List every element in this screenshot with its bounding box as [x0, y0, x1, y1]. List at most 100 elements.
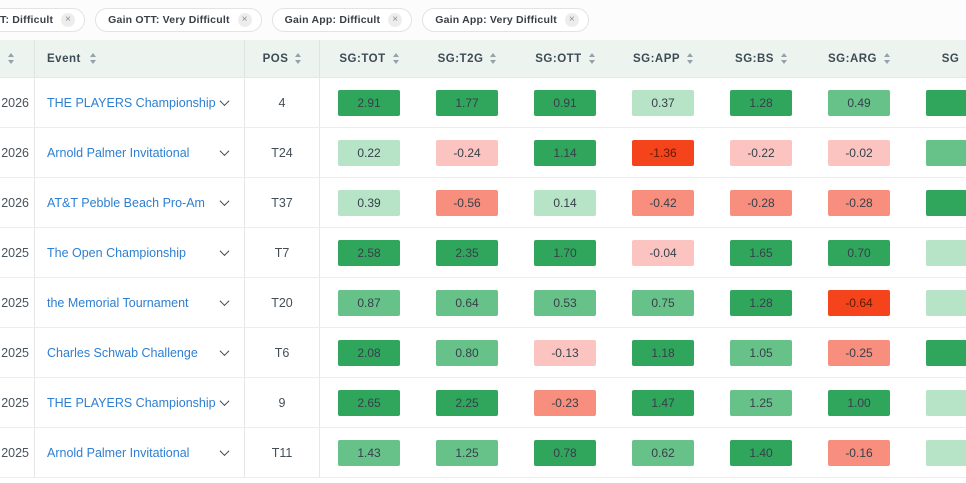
sg-cell: 1.18 [614, 328, 712, 377]
chevron-down-icon[interactable] [219, 146, 230, 157]
sg-badge: 0.80 [436, 339, 498, 366]
sg-badge: 2.91 [338, 89, 400, 116]
sg-cell: 2.08 [320, 328, 418, 377]
sort-icon[interactable] [8, 53, 14, 64]
event-cell: Arnold Palmer Invitational [35, 428, 245, 477]
event-link[interactable]: Arnold Palmer Invitational [47, 445, 190, 460]
sort-icon[interactable] [490, 53, 497, 64]
sg-badge: 1.05 [730, 339, 792, 366]
close-icon[interactable]: × [388, 13, 403, 27]
sort-icon[interactable] [295, 53, 302, 64]
sg-badge: -0.56 [436, 189, 498, 216]
pos-cell: T24 [245, 128, 320, 177]
sg-cell: 1.05 [712, 328, 810, 377]
sg-badge: -0.24 [436, 139, 498, 166]
sg-badge: -0.25 [828, 339, 890, 366]
season-label: 2026 [1, 145, 29, 160]
event-cell: the Memorial Tournament [35, 278, 245, 327]
sg-badge: 2.08 [338, 339, 400, 366]
event-cell: AT&T Pebble Beach Pro-Am [35, 178, 245, 227]
sg-badge: 0.87 [338, 289, 400, 316]
event-link[interactable]: THE PLAYERS Championship [47, 395, 216, 410]
sort-icon[interactable] [687, 53, 694, 64]
sg-cell: 1.25 [418, 428, 516, 477]
sg-cell: 1.14 [516, 128, 614, 177]
sort-icon[interactable] [780, 53, 787, 64]
sg-badge: 0.49 [828, 89, 890, 116]
sg-badge: -0.04 [632, 239, 694, 266]
event-link[interactable]: Charles Schwab Challenge [47, 345, 198, 360]
sort-icon[interactable] [89, 53, 96, 64]
chevron-down-icon[interactable] [219, 296, 230, 307]
close-icon[interactable]: × [237, 13, 252, 27]
filter-chips-bar: T: Difficult × Gain OTT: Very Difficult … [0, 0, 966, 40]
season-cell: 2026 [0, 78, 35, 127]
pos-value: T7 [274, 245, 290, 260]
sg-badge: 0.91 [534, 89, 596, 116]
sg-badge: -0.28 [828, 189, 890, 216]
event-link[interactable]: The Open Championship [47, 245, 186, 260]
event-link[interactable]: Arnold Palmer Invitational [47, 145, 190, 160]
sg-cell: 1.00 [810, 378, 908, 427]
sg-cell: -0.23 [516, 378, 614, 427]
chevron-down-icon[interactable] [219, 346, 230, 357]
header-sg-arg[interactable]: SG:ARG [810, 40, 908, 77]
header-event[interactable]: Event [35, 40, 245, 77]
chevron-down-icon[interactable] [219, 246, 230, 257]
chevron-down-icon[interactable] [219, 396, 230, 407]
pos-cell: T6 [245, 328, 320, 377]
pos-value: T11 [271, 445, 293, 460]
chevron-down-icon[interactable] [219, 446, 230, 457]
filter-chip-label: Gain OTT: Very Difficult [108, 14, 230, 26]
sg-cell: 0.53 [516, 278, 614, 327]
sg-badge: 1.00 [828, 389, 890, 416]
sg-badge: -0.02 [828, 139, 890, 166]
close-icon[interactable]: × [61, 13, 76, 27]
sg-badge: -0.16 [828, 439, 890, 466]
event-link[interactable]: the Memorial Tournament [47, 295, 189, 310]
header-season[interactable] [0, 40, 35, 77]
header-sg-app[interactable]: SG:APP [614, 40, 712, 77]
pos-cell: T37 [245, 178, 320, 227]
sg-badge [926, 339, 966, 366]
header-sg-label: SG:TOT [339, 52, 386, 65]
sg-badge: 1.43 [338, 439, 400, 466]
close-icon[interactable]: × [564, 13, 579, 27]
header-sg-t2g[interactable]: SG:T2G [418, 40, 516, 77]
event-cell: The Open Championship [35, 228, 245, 277]
season-cell: 2026 [0, 128, 35, 177]
sg-cell: -0.13 [516, 328, 614, 377]
header-sg-bs[interactable]: SG:BS [712, 40, 810, 77]
sg-badge: 1.77 [436, 89, 498, 116]
sg-cell [908, 78, 966, 127]
event-link[interactable]: AT&T Pebble Beach Pro-Am [47, 195, 205, 210]
sg-badge: 2.58 [338, 239, 400, 266]
event-link[interactable]: THE PLAYERS Championship [47, 95, 216, 110]
header-sg[interactable]: SG [908, 40, 966, 77]
sg-badge: -1.36 [632, 139, 694, 166]
sg-badge [926, 289, 966, 316]
chevron-down-icon[interactable] [219, 196, 230, 207]
header-sg-label: SG:T2G [437, 52, 484, 65]
chevron-down-icon[interactable] [219, 96, 230, 107]
sg-badge: 0.75 [632, 289, 694, 316]
sg-cell [908, 328, 966, 377]
sg-cell [908, 278, 966, 327]
sort-icon[interactable] [392, 53, 399, 64]
sort-icon[interactable] [884, 53, 890, 64]
header-sg-label: SG:APP [632, 52, 681, 65]
event-cell: THE PLAYERS Championship [35, 378, 245, 427]
sg-cell: 1.28 [712, 278, 810, 327]
sg-badge: -0.28 [730, 189, 792, 216]
sg-badge [926, 189, 966, 216]
header-sg-tot[interactable]: SG:TOT [320, 40, 418, 77]
table-header-row: Event POS SG:TOT SG:T2G SG:OTT SG:APP SG… [0, 40, 966, 78]
sg-cell: 0.62 [614, 428, 712, 477]
sg-cell: 0.87 [320, 278, 418, 327]
sort-icon[interactable] [588, 53, 595, 64]
header-pos[interactable]: POS [245, 40, 320, 77]
sg-badge: 1.47 [632, 389, 694, 416]
sg-cell: -0.56 [418, 178, 516, 227]
sg-cell: -0.16 [810, 428, 908, 477]
header-sg-ott[interactable]: SG:OTT [516, 40, 614, 77]
